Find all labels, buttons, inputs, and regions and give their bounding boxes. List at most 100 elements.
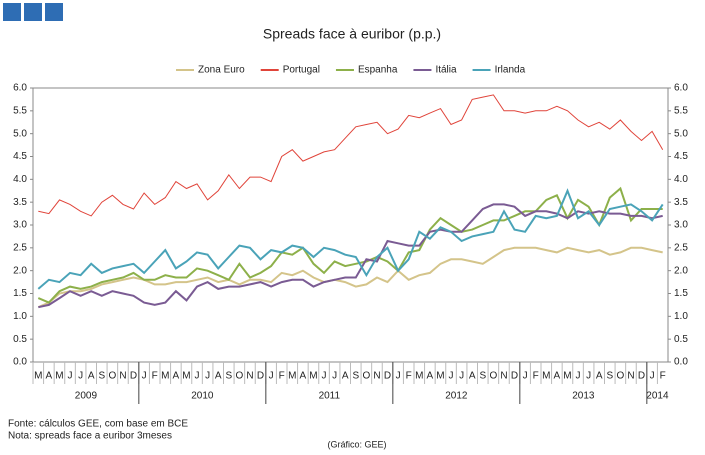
x-tick-label: J [195,371,200,382]
y-tick-label: 3.5 [13,197,27,208]
x-tick-label: M [161,371,169,382]
x-tick-label: D [257,371,264,382]
y2-tick-label: 1.0 [674,311,688,322]
x-tick-label: A [300,371,307,382]
y-tick-label: 3.0 [13,220,27,231]
y-tick-label: 4.0 [13,174,27,185]
x-tick-label: S [225,371,232,382]
x-tick-label: S [606,371,613,382]
series-line [37,188,664,290]
series-line [38,94,664,217]
x-tick-label: M [309,371,317,382]
chart-title: Spreads face à euribor (p.p.) [263,26,441,42]
x-tick-label: D [511,371,518,382]
x-tick-label: J [269,371,274,382]
source-note: Fonte: cálculos GEE, com base em BCE [8,419,188,430]
series-line [37,186,663,304]
x-tick-label: A [596,371,603,382]
x-tick-label: F [406,371,412,382]
x-tick-label: A [88,371,95,382]
x-tick-label: J [650,371,655,382]
x-tick-label: N [373,371,380,382]
x-tick-label: O [489,371,497,382]
y-tick-label: 1.0 [13,311,27,322]
y-tick-label: 5.5 [13,105,27,116]
x-tick-label: O [108,371,116,382]
x-tick-label: J [322,371,327,382]
x-tick-label: M [34,371,42,382]
y2-tick-label: 4.5 [674,151,688,162]
x-tick-label: M [563,371,571,382]
y-tick-label: 5.0 [13,128,27,139]
x-tick-label: M [415,371,423,382]
note: Nota: spreads face a euribor 3meses [8,431,172,442]
year-label: 2012 [445,391,468,402]
x-tick-label: J [78,371,83,382]
x-tick-label: D [638,371,645,382]
x-tick-label: M [436,371,444,382]
x-tick-label: N [119,371,126,382]
x-tick-label: F [279,371,285,382]
x-tick-label: S [98,371,105,382]
x-tick-label: J [576,371,581,382]
x-tick-label: M [182,371,190,382]
logo-square [24,3,42,21]
legend-label: Itália [435,65,457,76]
legend-label: Portugal [283,65,320,76]
credit: (Gráfico: GEE) [327,439,386,449]
x-tick-label: A [46,371,53,382]
y2-tick-label: 2.0 [674,265,688,276]
x-tick-label: D [384,371,391,382]
year-label: 2013 [572,391,595,402]
y2-tick-label: 6.0 [674,83,688,94]
y2-tick-label: 5.0 [674,128,688,139]
y2-tick-label: 3.0 [674,220,688,231]
x-tick-label: M [542,371,550,382]
y-tick-label: 2.5 [13,242,27,253]
x-tick-label: S [479,371,486,382]
y-tick-label: 0.5 [13,334,27,345]
y-tick-label: 4.5 [13,151,27,162]
x-tick-label: J [586,371,591,382]
x-tick-label: J [449,371,454,382]
year-label: 2010 [191,391,214,402]
plot-frame [32,87,669,363]
legend-label: Zona Euro [198,65,245,76]
logo-square [3,3,21,21]
x-tick-label: O [362,371,370,382]
x-tick-label: S [352,371,359,382]
x-tick-label: J [332,371,337,382]
x-tick-label: N [500,371,507,382]
logo-square [45,3,63,21]
x-tick-label: J [68,371,73,382]
x-tick-label: F [152,371,158,382]
y2-tick-label: 5.5 [674,105,688,116]
y-tick-label: 0.0 [13,357,27,368]
x-tick-label: J [396,371,401,382]
x-tick-label: D [130,371,137,382]
x-tick-label: N [627,371,634,382]
year-label: 2014 [646,391,669,402]
x-tick-label: A [427,371,434,382]
x-tick-label: F [533,371,539,382]
x-tick-label: O [616,371,624,382]
x-tick-label: M [288,371,296,382]
legend-label: Espanha [358,65,398,76]
x-tick-label: J [142,371,147,382]
x-tick-label: J [459,371,464,382]
x-tick-label: O [235,371,243,382]
series-line [38,203,663,309]
y-tick-label: 6.0 [13,83,27,94]
y2-tick-label: 4.0 [674,174,688,185]
y2-tick-label: 2.5 [674,242,688,253]
y2-tick-label: 3.5 [674,197,688,208]
x-tick-label: A [342,371,349,382]
legend-label: Irlanda [495,65,526,76]
y-tick-label: 1.5 [13,288,27,299]
x-tick-label: J [205,371,210,382]
y2-tick-label: 0.0 [674,357,688,368]
x-tick-label: A [173,371,180,382]
x-tick-label: A [215,371,222,382]
year-label: 2009 [75,391,98,402]
